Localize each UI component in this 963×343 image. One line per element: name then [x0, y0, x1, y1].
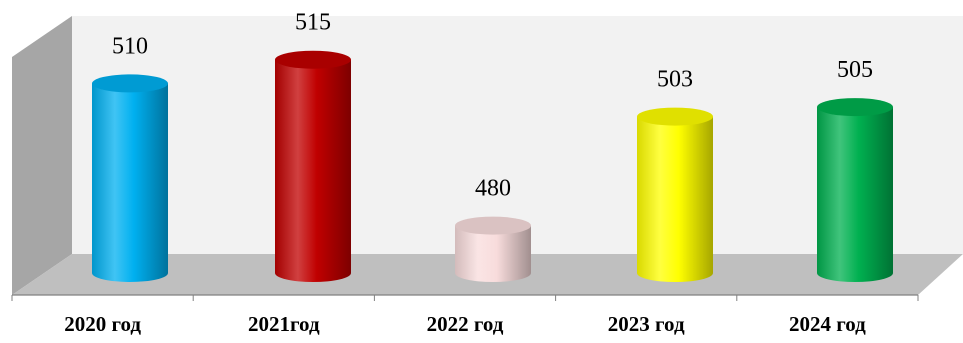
bar-top	[637, 107, 713, 126]
bar-body	[92, 83, 168, 282]
data-label: 503	[657, 67, 693, 93]
data-label: 505	[837, 57, 873, 83]
bar-body	[817, 107, 893, 282]
bar-top	[817, 98, 893, 117]
x-tick-label: 2021год	[248, 312, 320, 336]
bar-2021год	[275, 50, 351, 283]
bar-2020-год	[92, 74, 168, 282]
x-tick-label: 2022 год	[427, 312, 504, 336]
bar-top	[455, 216, 531, 235]
bars-layer	[92, 50, 893, 283]
bar-top	[275, 50, 351, 69]
bar-body	[455, 225, 531, 282]
x-tick-label: 2024 год	[789, 312, 866, 336]
x-axis-ticks	[11, 295, 919, 301]
x-tick-label: 2023 год	[608, 312, 685, 336]
x-tick-label: 2020 год	[64, 312, 141, 336]
bar-2023-год	[637, 107, 713, 282]
chart-side-wall	[12, 16, 72, 295]
bar-body	[637, 116, 713, 282]
bar-2022-год	[455, 216, 531, 282]
x-axis-tick-labels: 2020 год 2021год 2022 год 2023 год 2024 год	[64, 312, 866, 336]
data-label: 510	[112, 33, 148, 59]
bar-top	[92, 74, 168, 93]
bar-2024-год	[817, 98, 893, 282]
data-labels: 510 515 480 503 505	[112, 10, 873, 202]
bar-body	[275, 59, 351, 283]
data-label: 480	[475, 176, 511, 202]
data-label: 515	[295, 10, 331, 36]
